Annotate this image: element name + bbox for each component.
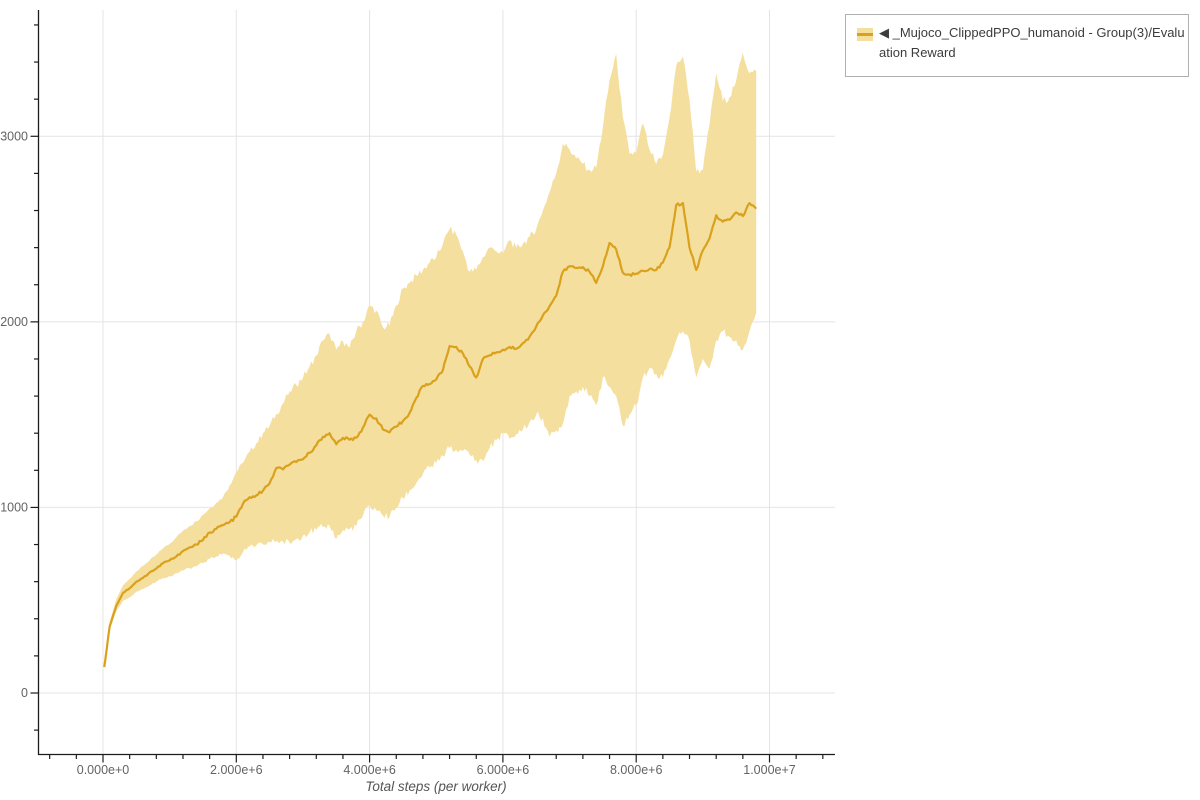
y-tick-label: 3000 xyxy=(0,129,28,143)
y-tick-labels: 0 1000 2000 3000 xyxy=(0,129,28,700)
axis-ticks xyxy=(30,24,824,763)
x-tick-label: 1.000e+7 xyxy=(743,763,796,777)
x-tick-label: 2.000e+6 xyxy=(210,763,263,777)
x-tick-labels: 0.000e+0 2.000e+6 4.000e+6 6.000e+6 8.000e+6… xyxy=(77,763,796,777)
x-tick-label: 4.000e+6 xyxy=(343,763,396,777)
series-band xyxy=(104,52,757,669)
y-tick-label: 2000 xyxy=(0,315,28,329)
series-mean-line xyxy=(103,202,758,668)
axis-lines xyxy=(37,10,835,756)
legend-series-label[interactable]: ◀ _Mujoco_ClippedPPO_humanoid - Group(3)… xyxy=(879,25,1185,60)
y-tick-label: 1000 xyxy=(0,501,28,515)
x-tick-label: 8.000e+6 xyxy=(610,763,663,777)
y-tick-label: 0 xyxy=(21,686,28,700)
legend-series-swatch-icon xyxy=(857,28,873,41)
x-tick-label: 0.000e+0 xyxy=(77,763,130,777)
legend-box: ◀ _Mujoco_ClippedPPO_humanoid - Group(3)… xyxy=(845,14,1189,77)
x-tick-label: 6.000e+6 xyxy=(477,763,530,777)
x-axis-title: Total steps (per worker) xyxy=(365,779,507,794)
